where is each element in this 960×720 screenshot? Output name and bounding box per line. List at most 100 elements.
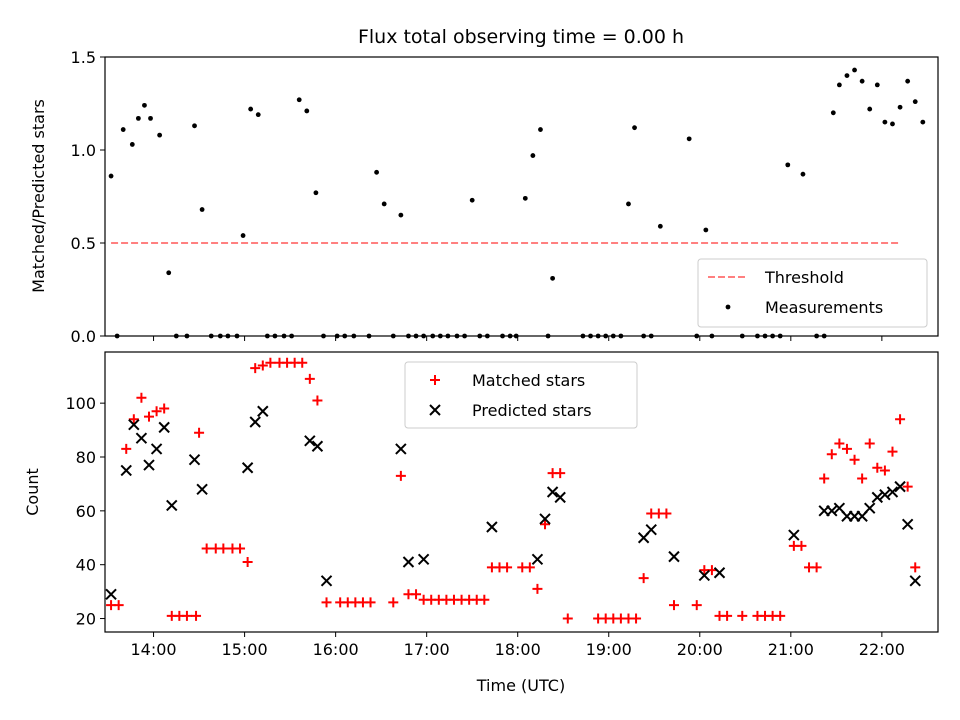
legend-box bbox=[404, 361, 638, 429]
count-plot-area: 14:00 15:00 16:00 17:00 18:00 19:00 20:00 21:00… bbox=[65, 357, 921, 659]
legend-predicted-label: Predicted stars bbox=[472, 401, 592, 420]
predicted-star-point bbox=[166, 499, 178, 512]
measurement-point bbox=[166, 270, 172, 276]
matched-star-point bbox=[395, 470, 406, 481]
y-tick-label: 20 bbox=[76, 610, 96, 629]
matched-star-point bbox=[128, 414, 139, 425]
predicted-star-point bbox=[894, 480, 906, 493]
measurement-point bbox=[192, 123, 197, 129]
predicted-star-point bbox=[311, 440, 324, 452]
matched-star-point bbox=[265, 357, 276, 368]
x-tick-label: 20:00 bbox=[677, 640, 723, 659]
measurement-point bbox=[550, 275, 556, 281]
measurement-point bbox=[538, 127, 543, 132]
matched-star-point bbox=[312, 395, 323, 406]
matched-star-point bbox=[722, 610, 733, 621]
predicted-star-point bbox=[886, 486, 899, 498]
x-tick-label: 18:00 bbox=[495, 640, 541, 659]
matched-star-point bbox=[631, 613, 642, 624]
matched-star-point bbox=[321, 597, 332, 608]
predicted-star-point bbox=[257, 405, 269, 417]
predicted-star-point bbox=[486, 521, 498, 533]
matched-star-point bbox=[411, 589, 422, 600]
predicted-star-point bbox=[402, 556, 415, 568]
legend-measurements-label: Measurements bbox=[765, 298, 883, 317]
y-tick-label: 1.5 bbox=[71, 48, 96, 67]
matched-star-point bbox=[201, 543, 212, 554]
predicted-star-point bbox=[554, 491, 566, 504]
measurement-point bbox=[836, 82, 842, 88]
predicted-star-point bbox=[320, 575, 333, 587]
measurement-point bbox=[255, 112, 261, 118]
measurement-point bbox=[248, 106, 254, 112]
y-tick-label: 80 bbox=[76, 448, 96, 467]
y-tick-label: 40 bbox=[76, 556, 96, 575]
matched-star-point bbox=[250, 363, 261, 374]
x-tick-label: 17:00 bbox=[404, 640, 450, 659]
matched-star-point bbox=[257, 360, 268, 371]
measurement-point bbox=[657, 223, 663, 229]
measurement-point bbox=[632, 125, 637, 131]
x-tick-label: 14:00 bbox=[130, 640, 176, 659]
matched-star-point bbox=[796, 540, 807, 551]
x-tick-label: 15:00 bbox=[222, 640, 268, 659]
measurement-point bbox=[522, 195, 528, 201]
matched-star-point bbox=[297, 357, 308, 368]
matched-star-point bbox=[857, 473, 868, 484]
matched-star-point bbox=[555, 468, 566, 479]
matched-star-point bbox=[121, 443, 132, 454]
predicted-star-point bbox=[105, 588, 117, 601]
matched-star-point bbox=[218, 543, 229, 554]
matched-star-point bbox=[737, 610, 748, 621]
count-axes-frame bbox=[104, 351, 939, 633]
measurement-point bbox=[874, 82, 880, 88]
predicted-star-point bbox=[698, 569, 711, 582]
measurement-point bbox=[469, 197, 475, 203]
x-axis-label: Time (UTC) bbox=[476, 676, 565, 695]
matched-star-point bbox=[910, 562, 921, 573]
matched-star-point bbox=[191, 610, 202, 621]
measurement-point bbox=[135, 115, 141, 121]
measurement-point bbox=[108, 173, 114, 179]
legend-predicted-swatch bbox=[429, 404, 441, 416]
legend-matched-swatch bbox=[430, 375, 440, 385]
predicted-star-point bbox=[713, 567, 726, 579]
matched-star-point bbox=[668, 600, 679, 611]
measurement-point bbox=[157, 132, 163, 138]
y-tick-label: 0.5 bbox=[71, 234, 96, 253]
measurement-point bbox=[703, 227, 709, 233]
matched-star-point bbox=[691, 600, 702, 611]
matched-star-point bbox=[388, 597, 399, 608]
measurement-point bbox=[912, 99, 918, 105]
measurement-point bbox=[626, 201, 631, 207]
predicted-star-point bbox=[539, 513, 551, 525]
matched-star-point bbox=[524, 562, 535, 573]
measurement-point bbox=[381, 201, 387, 207]
measurement-point bbox=[686, 136, 692, 142]
measurement-point bbox=[852, 67, 857, 73]
matched-star-point bbox=[194, 427, 205, 438]
predicted-star-point bbox=[196, 483, 208, 496]
predicted-star-point bbox=[871, 491, 884, 504]
predicted-star-point bbox=[249, 416, 261, 428]
measurement-point bbox=[897, 104, 903, 110]
matched-star-point bbox=[304, 373, 315, 384]
measurement-point bbox=[304, 108, 310, 114]
measurement-point bbox=[530, 153, 536, 158]
predicted-star-point bbox=[188, 453, 201, 466]
count-panel: Count Time (UTC) 14:00 15:00 16:00 17:00 18:… bbox=[23, 351, 939, 695]
matched-star-point bbox=[849, 454, 860, 465]
y-axis-label: Count bbox=[23, 468, 42, 516]
ratio-legend: Threshold Measurements bbox=[697, 258, 928, 328]
predicted-star-point bbox=[909, 575, 921, 587]
predicted-star-point bbox=[788, 529, 800, 541]
matched-star-point bbox=[879, 465, 890, 476]
matched-star-point bbox=[826, 449, 837, 460]
matched-star-point bbox=[540, 519, 551, 530]
legend-threshold-label: Threshold bbox=[764, 268, 844, 287]
measurement-point bbox=[890, 121, 895, 127]
predicted-star-point bbox=[645, 523, 657, 536]
matched-star-point bbox=[532, 583, 543, 594]
matched-star-point bbox=[661, 508, 672, 519]
predicted-star-point bbox=[304, 435, 316, 447]
